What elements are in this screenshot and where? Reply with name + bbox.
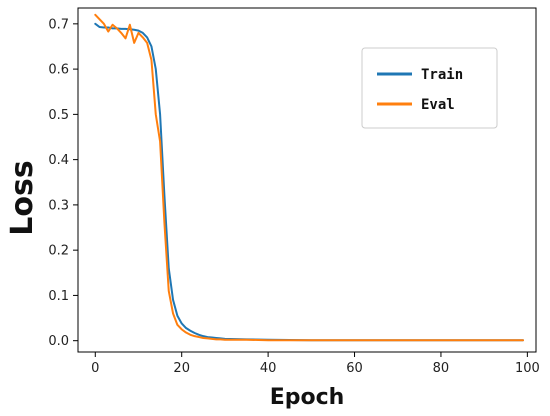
x-tick-label: 0 (91, 361, 99, 376)
x-axis-ticks: 0 20 40 60 80 100 (91, 352, 540, 376)
x-tick-label: 20 (173, 361, 190, 376)
legend: Train Eval (361, 47, 498, 129)
y-tick-label: 0.6 (48, 63, 69, 78)
series-layer (94, 13, 525, 342)
legend-eval-label: Eval (421, 97, 455, 113)
x-tick-label: 40 (260, 361, 277, 376)
y-tick-label: 0.2 (48, 244, 69, 259)
y-tick-label: 0.1 (48, 289, 69, 304)
x-axis-title: Epoch (270, 385, 345, 410)
y-tick-label: 0.3 (48, 198, 69, 213)
legend-box (361, 47, 498, 129)
y-axis-title: Loss (5, 160, 40, 235)
series-line-eval (94, 13, 525, 342)
legend-train-label: Train (421, 67, 463, 83)
y-tick-label: 0.0 (48, 334, 69, 349)
x-tick-label: 60 (346, 361, 363, 376)
y-tick-label: 0.5 (48, 108, 69, 123)
y-tick-label: 0.7 (48, 17, 69, 32)
x-tick-label: 100 (515, 361, 540, 376)
x-tick-label: 80 (433, 361, 450, 376)
y-axis-ticks: 0.0 0.1 0.2 0.3 0.4 0.5 0.6 0.7 (48, 17, 78, 349)
y-tick-label: 0.4 (48, 153, 69, 168)
